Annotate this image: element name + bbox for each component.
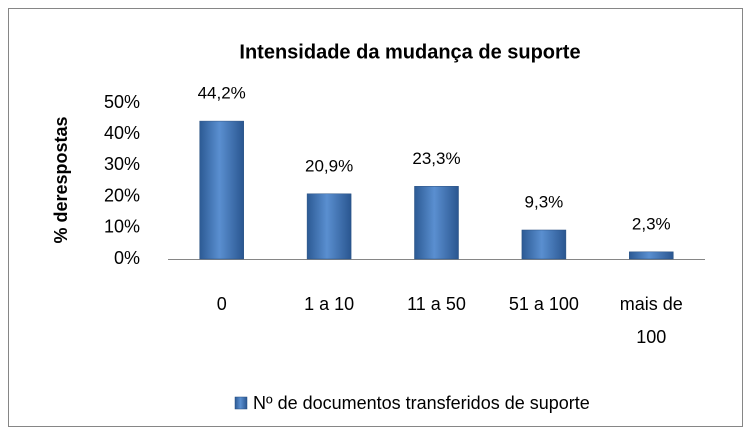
chart-title: Intensidade da mudança de suporte [239,41,580,63]
x-tick-label: mais de 100 [620,294,683,347]
legend-label: Nº de documentos transferidos de suporte [253,393,590,413]
x-tick-label: 11 a 50 [407,294,466,314]
bar [306,193,352,260]
y-tick-label: 0% [114,248,140,268]
data-label: 44,2% [198,84,246,103]
data-label: 9,3% [525,192,564,211]
y-axis-label: % derespostas [51,116,71,243]
bar [414,186,459,260]
y-tick-label: 30% [104,154,140,174]
y-tick-label: 10% [104,217,140,237]
x-tick-label: 51 a 100 [509,294,579,314]
bar [199,120,244,260]
x-tick-label: 0 [217,294,227,314]
y-tick-label: 20% [104,185,140,205]
legend-swatch [234,396,248,410]
x-tick-label: 1 a 10 [304,294,354,314]
data-label: 23,3% [412,149,460,168]
y-tick-label: 50% [104,92,140,112]
chart-border [8,8,743,427]
data-label: 20,9% [305,156,353,175]
bar [521,229,567,260]
bar [629,251,674,260]
y-tick-label: 40% [104,123,140,143]
data-label: 2,3% [632,214,671,233]
